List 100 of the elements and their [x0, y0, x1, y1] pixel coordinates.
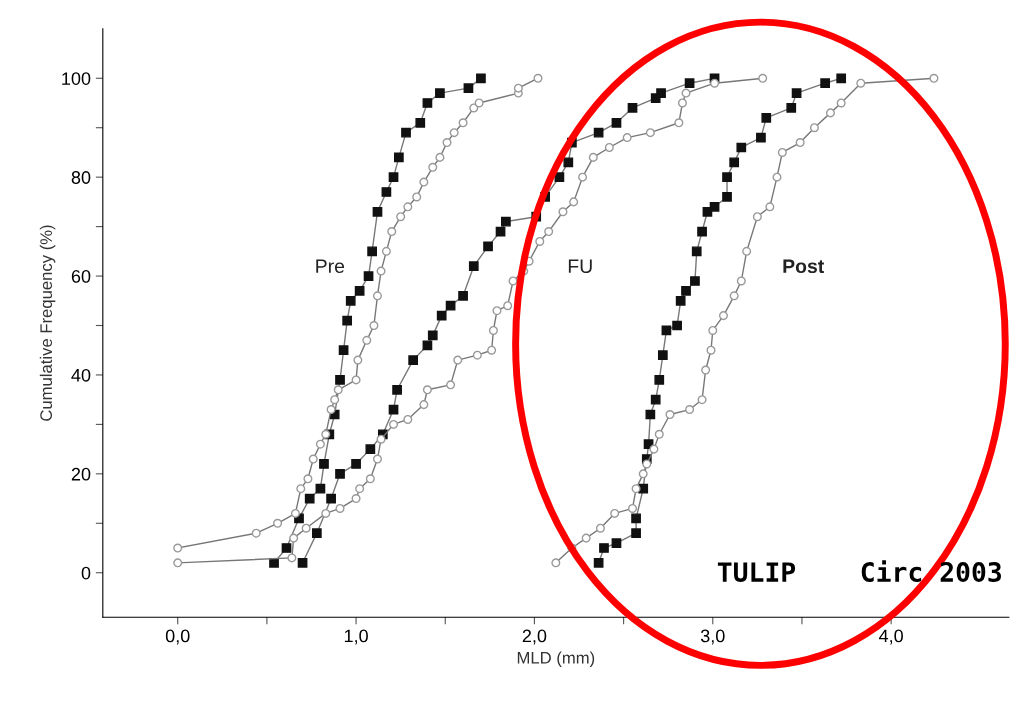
point — [408, 355, 419, 365]
point — [581, 533, 591, 543]
point — [389, 419, 399, 429]
point — [333, 385, 343, 395]
point — [672, 320, 682, 331]
point — [708, 325, 718, 335]
point — [251, 528, 261, 538]
point — [756, 132, 766, 143]
point — [326, 493, 336, 504]
point — [445, 300, 456, 311]
point — [315, 483, 326, 494]
point — [173, 543, 183, 553]
point — [342, 315, 353, 326]
y-tick-label: 100 — [62, 72, 91, 85]
point — [563, 157, 574, 168]
x-tick-label: 1,0 — [344, 629, 368, 645]
point — [697, 226, 707, 237]
point — [706, 345, 716, 355]
point — [684, 78, 695, 89]
point — [736, 276, 746, 286]
point — [836, 73, 847, 84]
point — [387, 227, 397, 237]
point — [476, 73, 486, 84]
point — [551, 558, 561, 568]
point — [569, 197, 579, 207]
point — [351, 494, 361, 504]
point — [777, 147, 787, 157]
point — [446, 380, 456, 390]
point — [691, 246, 702, 257]
point — [657, 350, 668, 361]
point — [638, 469, 648, 479]
annotation: Post — [783, 259, 825, 274]
point — [631, 484, 641, 494]
point — [372, 454, 382, 464]
point — [392, 384, 402, 395]
point — [449, 128, 459, 138]
point — [468, 261, 479, 272]
point — [287, 553, 297, 563]
point — [351, 459, 361, 469]
x-tick-label: 4,0 — [878, 629, 903, 645]
point — [622, 133, 632, 143]
point — [665, 409, 675, 420]
point — [488, 325, 498, 335]
point — [367, 246, 377, 257]
point — [599, 543, 609, 553]
point — [396, 212, 406, 222]
point — [809, 123, 819, 133]
point — [376, 434, 386, 444]
annotation: Pre — [316, 259, 345, 274]
point — [825, 108, 836, 118]
point — [351, 375, 361, 385]
point — [335, 503, 345, 513]
point — [381, 246, 391, 256]
point — [645, 128, 655, 138]
point — [415, 117, 426, 128]
point — [381, 187, 392, 197]
point — [394, 152, 404, 163]
point — [422, 385, 432, 395]
point — [369, 320, 379, 331]
point — [611, 538, 622, 548]
point — [321, 429, 331, 439]
point — [710, 78, 720, 88]
point — [304, 493, 315, 504]
point — [554, 172, 565, 183]
point — [503, 301, 513, 311]
point — [363, 271, 374, 281]
point — [729, 157, 740, 168]
point — [628, 503, 638, 513]
point — [709, 201, 720, 212]
point — [453, 355, 463, 365]
point — [335, 375, 345, 385]
point — [458, 290, 468, 301]
point — [365, 444, 376, 454]
point — [401, 127, 411, 138]
point — [631, 513, 641, 524]
x-tick-label: 3,0 — [700, 629, 725, 645]
point — [326, 405, 336, 415]
point — [765, 202, 775, 212]
point — [758, 73, 768, 83]
point — [501, 216, 511, 227]
point — [483, 241, 493, 252]
y-axis-title: Cumulative Frequency (%) — [39, 225, 56, 421]
annotation: FU — [568, 259, 592, 274]
point — [311, 528, 322, 539]
point — [301, 523, 311, 533]
point — [330, 395, 340, 405]
point — [362, 335, 372, 345]
point — [419, 177, 429, 187]
point — [558, 207, 568, 217]
point — [435, 88, 445, 98]
point — [427, 330, 438, 341]
point — [321, 508, 331, 518]
point — [677, 98, 687, 108]
point — [289, 533, 299, 543]
point — [353, 355, 363, 365]
y-tick-label: 80 — [71, 171, 91, 184]
point — [593, 127, 604, 138]
point — [795, 138, 805, 148]
y-tick-label: 40 — [71, 368, 91, 382]
x-axis-title: MLD (mm) — [517, 651, 595, 667]
